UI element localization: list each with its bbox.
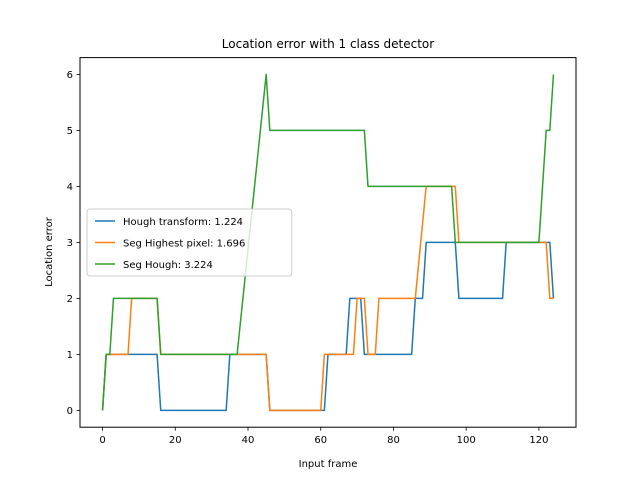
axes-frame <box>79 57 577 428</box>
y-tick-label: 4 <box>67 182 73 193</box>
x-tick-label: 20 <box>169 435 182 446</box>
x-tick-label: 0 <box>99 435 105 446</box>
axis-ticks: 0 20 40 60 80 100 120 0 1 2 3 4 5 6 <box>67 70 549 446</box>
y-tick-label: 6 <box>67 70 73 81</box>
series-line-3 <box>101 73 555 411</box>
x-axis-label: Input frame <box>299 459 358 470</box>
x-tick-label: 40 <box>242 435 255 446</box>
x-tick-label: 60 <box>314 435 327 446</box>
y-tick-label: 0 <box>67 406 73 417</box>
y-axis-label: Location error <box>44 216 55 287</box>
x-tick-label: 120 <box>529 435 548 446</box>
x-tick-label: 100 <box>457 435 476 446</box>
legend-box <box>86 208 293 277</box>
y-tick-label: 3 <box>67 238 73 249</box>
legend-label-3: Seg Hough: 3.224 <box>123 260 213 271</box>
legend-label-2: Seg Highest pixel: 1.696 <box>123 239 245 250</box>
x-tick-label: 80 <box>387 435 400 446</box>
y-tick-label: 2 <box>67 294 73 305</box>
plot-area <box>101 73 555 412</box>
y-tick-label: 1 <box>67 350 73 361</box>
chart-title: Location error with 1 class detector <box>222 37 434 51</box>
legend-label-1: Hough transform: 1.224 <box>123 217 243 228</box>
legend: Hough transform: 1.224 Seg Highest pixel:… <box>86 208 293 277</box>
y-tick-label: 5 <box>67 126 73 137</box>
